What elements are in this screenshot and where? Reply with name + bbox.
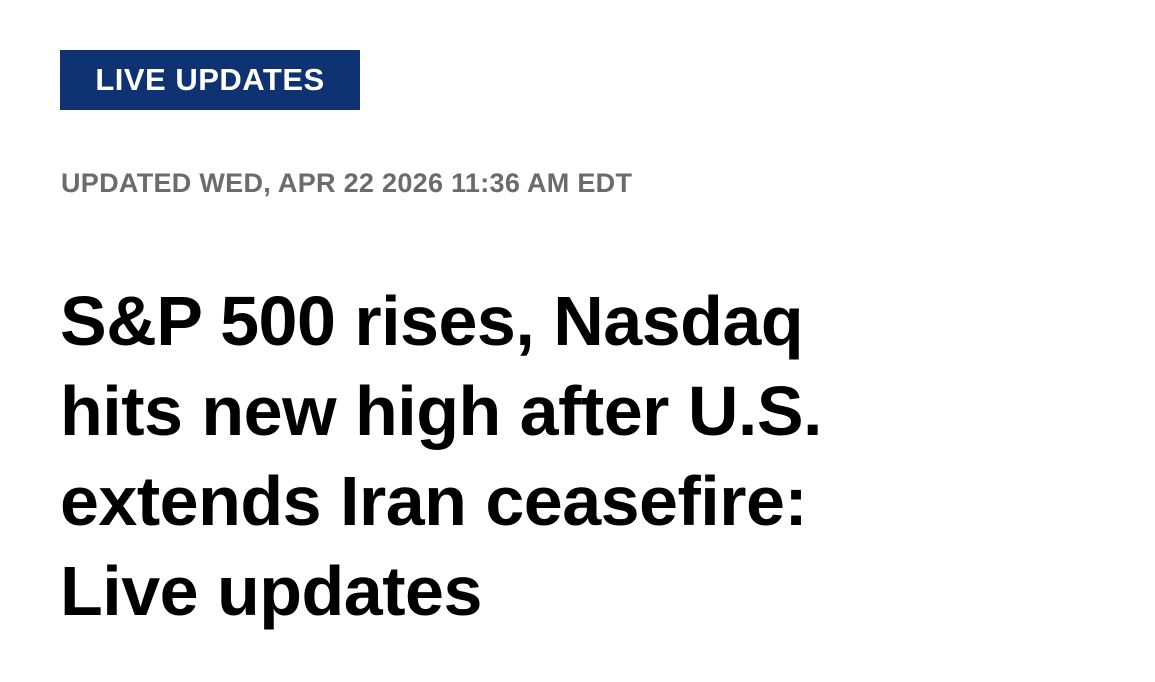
headline-line: hits new high after U.S. <box>60 372 822 450</box>
headline-line: S&P 500 rises, Nasdaq <box>60 282 804 360</box>
timestamp: UPDATED WED, APR 22 2026 11:36 AM EDT <box>61 168 633 198</box>
live-badge[interactable]: LIVE UPDATES <box>60 50 360 110</box>
headline-line: Live updates <box>60 552 482 630</box>
headline-line: extends Iran ceasefire: <box>60 462 808 540</box>
headline: S&P 500 rises, Nasdaq hits new high after… <box>60 276 822 636</box>
